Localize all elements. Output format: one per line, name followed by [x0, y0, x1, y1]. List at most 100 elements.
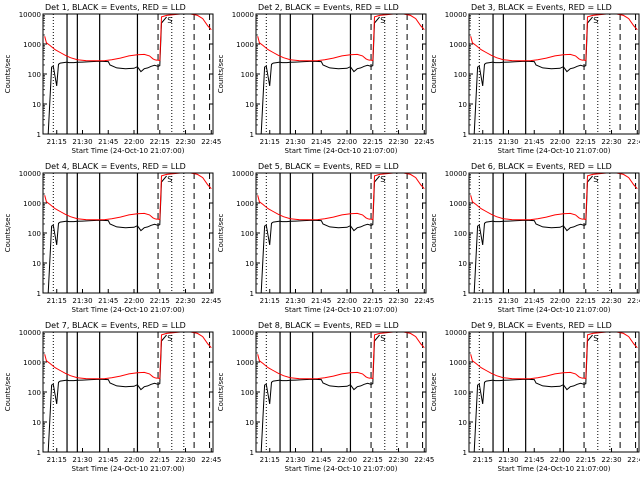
- x-tick-label: 21:15: [47, 297, 67, 305]
- panel-title: Det 6, BLACK = Events, RED = LLD: [471, 162, 612, 171]
- x-tick-label: 21:30: [285, 297, 305, 305]
- panel-title: Det 7, BLACK = Events, RED = LLD: [45, 321, 186, 330]
- panel-det-8: Det 8, BLACK = Events, RED = LLD Counts/s…: [217, 321, 434, 473]
- x-tick-label: 21:15: [473, 456, 493, 464]
- series-events: [44, 16, 167, 135]
- panel-det-1: Det 1, BLACK = Events, RED = LLD Counts/s…: [4, 3, 221, 155]
- x-tick-label: 21:30: [72, 456, 92, 464]
- x-tick-label: 21:30: [498, 138, 518, 146]
- x-tick-label: 22:15: [576, 138, 596, 146]
- y-tick-label: 1000: [236, 359, 254, 367]
- x-tick-label: 21:30: [285, 456, 305, 464]
- y-axis-label: Counts/sec: [4, 55, 12, 94]
- x-tick-label: 22:00: [550, 456, 570, 464]
- x-tick-label: 22:30: [175, 138, 195, 146]
- saa-label: S: [167, 16, 172, 25]
- y-axis-label: Counts/sec: [217, 373, 225, 412]
- y-tick-label: 1: [463, 290, 467, 298]
- y-tick-label: 1000: [23, 41, 41, 49]
- series-events: [44, 334, 167, 453]
- panel-det-4: Det 4, BLACK = Events, RED = LLD Counts/s…: [4, 162, 221, 314]
- panel-title: Det 2, BLACK = Events, RED = LLD: [258, 3, 399, 12]
- y-tick-label: 100: [241, 389, 254, 397]
- y-axis-label: Counts/sec: [4, 214, 12, 253]
- series-events: [257, 16, 380, 135]
- panel-title: Det 4, BLACK = Events, RED = LLD: [45, 162, 186, 171]
- x-tick-label: 22:00: [550, 297, 570, 305]
- y-tick-label: 1: [250, 131, 254, 139]
- x-tick-label: 22:30: [601, 456, 621, 464]
- y-tick-label: 100: [454, 71, 467, 79]
- x-tick-label: 22:15: [363, 297, 383, 305]
- panel-det-5: Det 5, BLACK = Events, RED = LLD Counts/s…: [217, 162, 434, 314]
- panel-title: Det 8, BLACK = Events, RED = LLD: [258, 321, 399, 330]
- x-axis-label: Start Time (24-Oct-10 21:07:00): [285, 465, 398, 473]
- x-tick-label: 22:00: [337, 456, 357, 464]
- saa-label: S: [593, 334, 598, 343]
- y-tick-label: 10: [32, 419, 41, 427]
- series-events: [44, 175, 167, 294]
- y-tick-label: 10000: [445, 329, 467, 337]
- y-axis-label: Counts/sec: [430, 214, 438, 253]
- y-tick-label: 1000: [23, 200, 41, 208]
- panel-det-7: Det 7, BLACK = Events, RED = LLD Counts/s…: [4, 321, 221, 473]
- saa-label: S: [380, 334, 385, 343]
- panel-title: Det 9, BLACK = Events, RED = LLD: [471, 321, 612, 330]
- y-tick-label: 10000: [232, 329, 254, 337]
- x-tick-label: 21:45: [524, 456, 544, 464]
- x-tick-label: 22:45: [201, 138, 221, 146]
- plot-frame: [255, 13, 427, 135]
- series-lld: [257, 172, 425, 221]
- y-tick-label: 1: [463, 131, 467, 139]
- x-tick-label: 22:45: [201, 297, 221, 305]
- x-tick-label: 21:30: [285, 138, 305, 146]
- x-tick-label: 22:30: [175, 297, 195, 305]
- plot-frame: [255, 172, 427, 294]
- series-events: [470, 334, 593, 453]
- plot-frame: [42, 172, 214, 294]
- y-tick-label: 10: [458, 260, 467, 268]
- y-tick-label: 10000: [19, 329, 41, 337]
- y-tick-label: 100: [241, 71, 254, 79]
- x-tick-label: 21:15: [260, 297, 280, 305]
- x-tick-label: 22:15: [150, 138, 170, 146]
- x-tick-label: 21:45: [311, 297, 331, 305]
- y-tick-label: 10: [32, 101, 41, 109]
- saa-label: S: [167, 334, 172, 343]
- x-tick-label: 22:45: [627, 138, 640, 146]
- x-tick-label: 22:30: [388, 138, 408, 146]
- panel-title: Det 3, BLACK = Events, RED = LLD: [471, 3, 612, 12]
- plot-frame: [468, 13, 640, 135]
- y-tick-label: 10000: [19, 11, 41, 19]
- y-tick-label: 10: [245, 419, 254, 427]
- x-tick-label: 22:00: [124, 138, 144, 146]
- x-tick-label: 21:15: [473, 138, 493, 146]
- x-tick-label: 22:45: [414, 138, 434, 146]
- x-tick-label: 22:45: [414, 297, 434, 305]
- series-lld: [257, 13, 425, 62]
- y-tick-label: 1: [37, 290, 41, 298]
- y-tick-label: 10: [458, 101, 467, 109]
- y-tick-label: 100: [28, 389, 41, 397]
- panel-det-9: Det 9, BLACK = Events, RED = LLD Counts/s…: [430, 321, 640, 473]
- y-tick-label: 1: [37, 131, 41, 139]
- y-tick-label: 100: [454, 389, 467, 397]
- y-tick-label: 100: [28, 71, 41, 79]
- y-tick-label: 1: [250, 449, 254, 457]
- x-tick-label: 21:45: [311, 138, 331, 146]
- panel-det-2: Det 2, BLACK = Events, RED = LLD Counts/s…: [217, 3, 434, 155]
- y-tick-label: 10: [245, 260, 254, 268]
- x-tick-label: 22:15: [363, 456, 383, 464]
- y-tick-label: 10000: [232, 11, 254, 19]
- series-events: [470, 175, 593, 294]
- panel-det-3: Det 3, BLACK = Events, RED = LLD Counts/s…: [430, 3, 640, 155]
- x-tick-label: 21:45: [98, 297, 118, 305]
- plot-frame: [255, 331, 427, 453]
- plot-frame: [42, 331, 214, 453]
- y-axis-label: Counts/sec: [4, 373, 12, 412]
- x-tick-label: 21:45: [524, 138, 544, 146]
- x-tick-label: 22:15: [150, 456, 170, 464]
- x-tick-label: 22:00: [337, 297, 357, 305]
- y-axis-label: Counts/sec: [430, 373, 438, 412]
